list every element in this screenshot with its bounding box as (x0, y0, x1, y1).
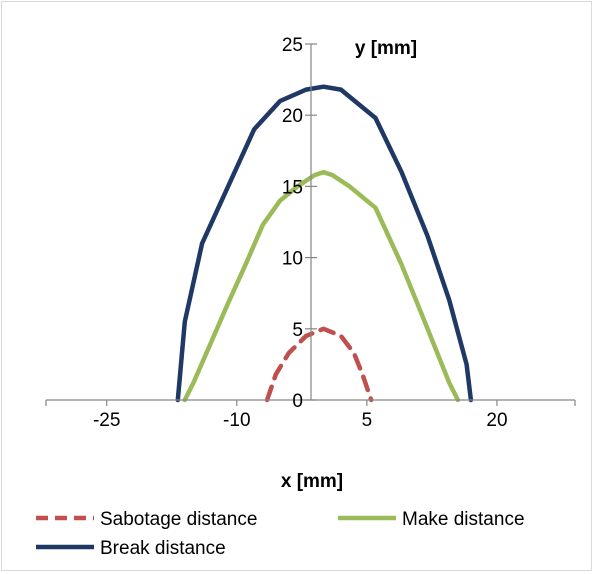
series-line-3 (175, 84, 474, 403)
x-tick-label: -10 (223, 410, 250, 431)
y-tick-label: 0 (292, 391, 303, 412)
y-tick-label: 15 (282, 177, 303, 198)
y-tick-label: 25 (282, 35, 303, 56)
x-tick-label: 5 (362, 410, 373, 431)
series-line-1 (264, 326, 374, 403)
legend-label-3: Break distance (100, 538, 226, 559)
y-axis-title: y [mm] (355, 38, 417, 59)
legend-label-2: Make distance (402, 509, 525, 530)
y-tick-label: 10 (282, 249, 303, 270)
axes: -25 -10 5 20 0 5 10 15 20 25 x [mm] y [mm] (45, 35, 576, 492)
legend-label-1: Sabotage distance (100, 509, 257, 530)
legend: Sabotage distance Make distance Break dist… (36, 509, 525, 559)
x-tick-label: 20 (486, 410, 507, 431)
y-tick-label: 20 (282, 106, 303, 127)
x-axis-title: x [mm] (281, 471, 343, 492)
plot-area (175, 84, 474, 403)
series-line-2 (182, 169, 461, 403)
x-tick-label: -25 (93, 410, 120, 431)
y-tick-label: 5 (292, 320, 303, 341)
